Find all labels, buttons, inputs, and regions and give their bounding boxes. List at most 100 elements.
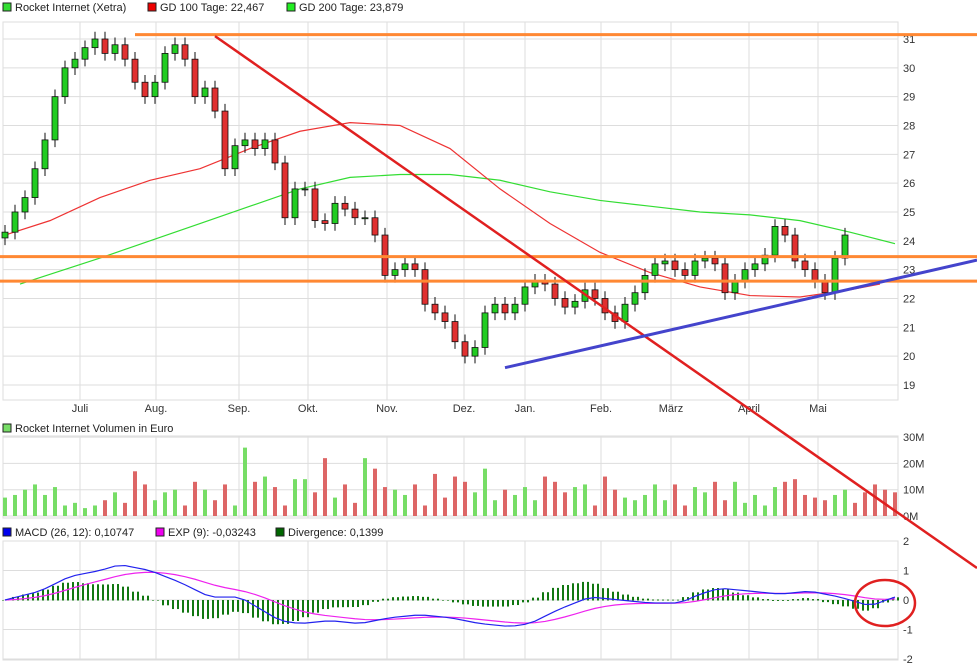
volume-bar	[333, 497, 337, 516]
divergence-bar	[532, 597, 534, 601]
divergence-bar	[867, 600, 869, 611]
macd-tick-label: 0	[903, 595, 909, 607]
legend-swatch-macd	[2, 527, 12, 537]
divergence-bar	[612, 591, 614, 601]
divergence-bar	[472, 600, 474, 606]
divergence-bar	[232, 600, 234, 612]
divergence-bar	[282, 600, 284, 624]
divergence-bar	[552, 587, 554, 601]
divergence-bar	[507, 600, 509, 607]
volume-bar	[463, 481, 467, 516]
volume-bar	[543, 476, 547, 516]
candle-body	[31, 168, 39, 198]
divergence-bar	[667, 599, 669, 601]
divergence-bar	[167, 600, 169, 606]
divergence-bar	[202, 600, 204, 619]
divergence-bar	[77, 582, 79, 601]
divergence-bar	[267, 600, 269, 622]
divergence-bar	[722, 589, 724, 601]
divergence-bar	[492, 600, 494, 607]
volume-bar	[563, 492, 567, 516]
divergence-bar	[67, 582, 69, 601]
candle-body	[781, 225, 789, 236]
divergence-bar	[732, 592, 734, 601]
divergence-bar	[287, 600, 289, 624]
divergence-bar	[397, 597, 399, 601]
divergence-bar	[542, 592, 544, 601]
divergence-bar	[662, 599, 664, 601]
divergence-bar	[522, 600, 524, 603]
legend-swatch-volume	[2, 423, 12, 433]
candle-body	[261, 139, 269, 149]
divergence-bar	[402, 596, 404, 601]
macd-tick-label: -1	[903, 625, 913, 637]
candle-body	[341, 202, 349, 210]
divergence-bar	[142, 595, 144, 601]
divergence-bar	[162, 600, 164, 606]
divergence-bar	[827, 600, 829, 603]
x-tick-label: Juli	[72, 403, 89, 415]
x-tick-label: Dez.	[453, 403, 476, 415]
divergence-bar	[177, 600, 179, 610]
divergence-bar	[767, 599, 769, 601]
divergence-bar	[737, 592, 739, 601]
volume-bar	[233, 505, 237, 516]
divergence-bar	[367, 600, 369, 606]
candle-body	[271, 139, 279, 164]
candle-body	[481, 312, 489, 348]
divergence-bar	[807, 598, 809, 601]
divergence-bar	[412, 596, 414, 601]
divergence-bar	[642, 598, 644, 601]
divergence-bar	[822, 600, 824, 603]
divergence-bar	[577, 583, 579, 601]
candle-body	[281, 162, 289, 219]
volume-bar	[693, 487, 697, 516]
candle-body	[161, 53, 169, 83]
price-tick-label: 29	[903, 92, 915, 104]
volume-bar	[433, 473, 437, 516]
price-tick-label: 26	[903, 178, 915, 190]
divergence-bar	[157, 600, 159, 601]
divergence-bar	[572, 583, 574, 601]
divergence-bar	[222, 600, 224, 615]
volume-bar	[163, 492, 167, 516]
macd-tick-label: 1	[903, 566, 909, 578]
volume-tick-label: 20M	[903, 458, 924, 470]
candle-body	[51, 96, 59, 141]
candle-body	[701, 257, 709, 262]
divergence-bar	[332, 600, 334, 608]
macd-line	[4, 564, 896, 627]
volume-bar	[503, 489, 507, 516]
divergence-bar	[132, 591, 134, 601]
volume-bar	[703, 492, 707, 516]
volume-bar	[723, 500, 727, 516]
divergence-bar	[447, 600, 449, 601]
divergence-bar	[812, 599, 814, 601]
candle-body	[231, 145, 239, 170]
volume-bar	[553, 481, 557, 516]
x-tick-label: Sep.	[228, 403, 251, 415]
uptrend-line	[504, 258, 977, 370]
legend-macd: MACD (26, 12): 0,10747	[15, 527, 134, 539]
divergence-bar	[747, 595, 749, 601]
candle-body	[211, 87, 219, 112]
volume-bar	[63, 505, 67, 516]
divergence-bar	[72, 582, 74, 601]
candle-body	[351, 208, 359, 219]
annotations	[0, 33, 977, 628]
volume-bar	[743, 502, 747, 516]
divergence-bar	[712, 588, 714, 601]
volume-bar	[673, 484, 677, 516]
divergence-bar	[887, 600, 889, 603]
volume-bar	[873, 484, 877, 516]
candle-body	[711, 257, 719, 265]
divergence-bar	[337, 600, 339, 608]
volume-bar	[323, 458, 327, 516]
volume-bar	[483, 468, 487, 516]
volume-bar	[393, 489, 397, 516]
divergence-bar	[567, 584, 569, 601]
divergence-bar	[467, 600, 469, 605]
volume-bar	[283, 505, 287, 516]
volume-bar	[803, 494, 807, 516]
candle-body	[641, 275, 649, 294]
